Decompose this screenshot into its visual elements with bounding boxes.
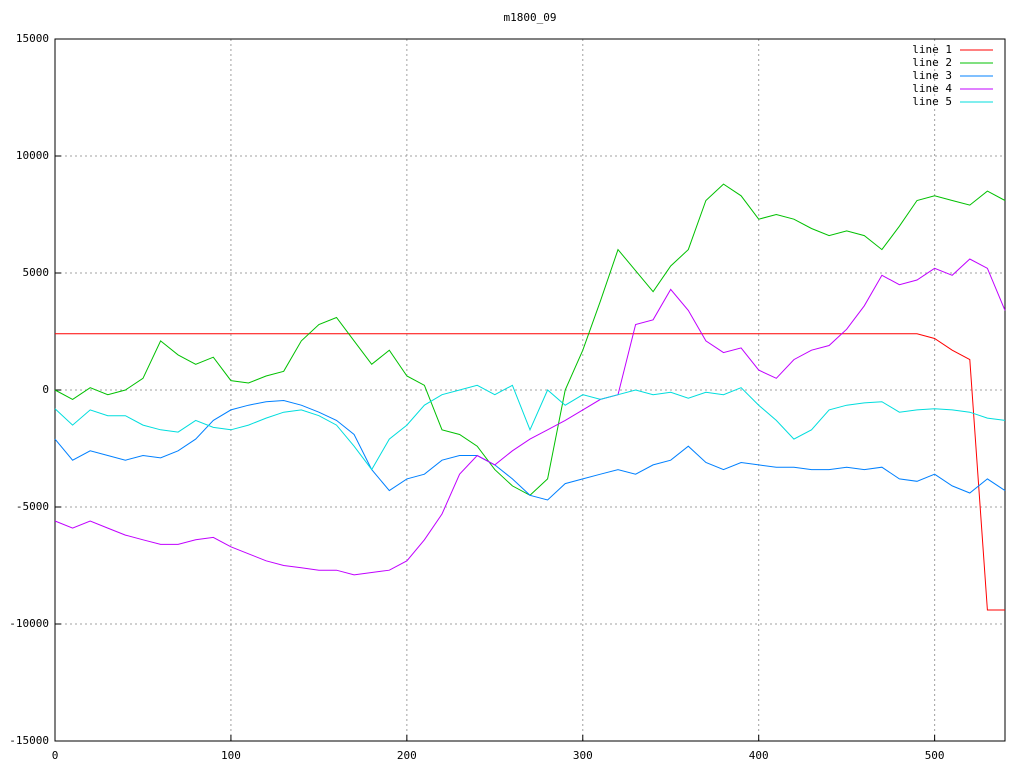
chart-title: m1800_09 — [504, 11, 557, 24]
y-tick-label: -15000 — [9, 734, 49, 747]
legend-label: line 5 — [912, 95, 952, 108]
series-line — [54, 384, 1006, 471]
legend-label: line 2 — [912, 56, 952, 69]
legend-label: line 3 — [912, 69, 952, 82]
y-tick-label: -10000 — [9, 617, 49, 630]
x-tick-label: 0 — [52, 749, 59, 762]
series-line — [55, 333, 1005, 611]
series-line — [54, 258, 1006, 576]
x-tick-label: 100 — [221, 749, 241, 762]
y-tick-label: 15000 — [16, 32, 49, 45]
x-tick-label: 400 — [749, 749, 769, 762]
y-tick-label: -5000 — [16, 500, 49, 513]
legend-label: line 4 — [912, 82, 952, 95]
legend-label: line 1 — [912, 43, 952, 56]
y-tick-label: 10000 — [16, 149, 49, 162]
x-tick-label: 300 — [573, 749, 593, 762]
x-tick-label: 500 — [925, 749, 945, 762]
y-tick-label: 5000 — [23, 266, 50, 279]
x-tick-label: 200 — [397, 749, 417, 762]
series-line — [54, 399, 1006, 501]
y-tick-label: 0 — [42, 383, 49, 396]
